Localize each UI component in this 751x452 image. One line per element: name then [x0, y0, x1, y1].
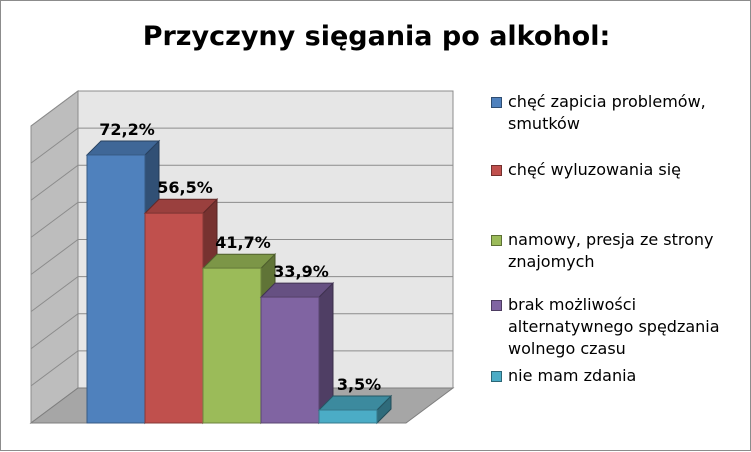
- gridline: [30, 90, 453, 127]
- bar: [202, 267, 262, 424]
- gridline: [30, 201, 453, 238]
- legend-swatch: [491, 300, 502, 311]
- gridline: [30, 239, 453, 275]
- legend-label: chęć wyluzowania się: [508, 160, 681, 179]
- legend-label: brak możliwości alternatywnego spędzania…: [508, 295, 720, 358]
- legend-swatch: [491, 371, 502, 382]
- data-label: 56,5%: [157, 178, 213, 197]
- data-label: 3,5%: [337, 375, 381, 394]
- legend-swatch: [491, 97, 502, 108]
- legend-item: namowy, presja ze strony znajomych: [491, 229, 748, 273]
- data-label: 33,9%: [273, 262, 329, 281]
- bar: [318, 409, 378, 424]
- bar: [144, 212, 204, 424]
- data-label: 72,2%: [99, 120, 155, 139]
- legend-label: chęć zapicia problemów, smutków: [508, 92, 706, 133]
- gridline: [30, 276, 453, 313]
- data-label: 41,7%: [215, 233, 271, 252]
- bar: [86, 154, 146, 424]
- legend-label: nie mam zdania: [508, 366, 637, 385]
- legend-item: chęć zapicia problemów, smutków: [491, 91, 748, 135]
- legend-label: namowy, presja ze strony znajomych: [508, 230, 714, 271]
- legend-swatch: [491, 165, 502, 176]
- legend-item: brak możliwości alternatywnego spędzania…: [491, 294, 748, 360]
- bar: [260, 296, 320, 424]
- legend-swatch: [491, 235, 502, 246]
- gridline: [30, 127, 453, 164]
- legend-item: chęć wyluzowania się: [491, 159, 748, 181]
- legend-item: nie mam zdania: [491, 365, 748, 387]
- chart-title: Przyczyny sięgania po alkohol:: [142, 21, 611, 52]
- gridline: [30, 164, 453, 201]
